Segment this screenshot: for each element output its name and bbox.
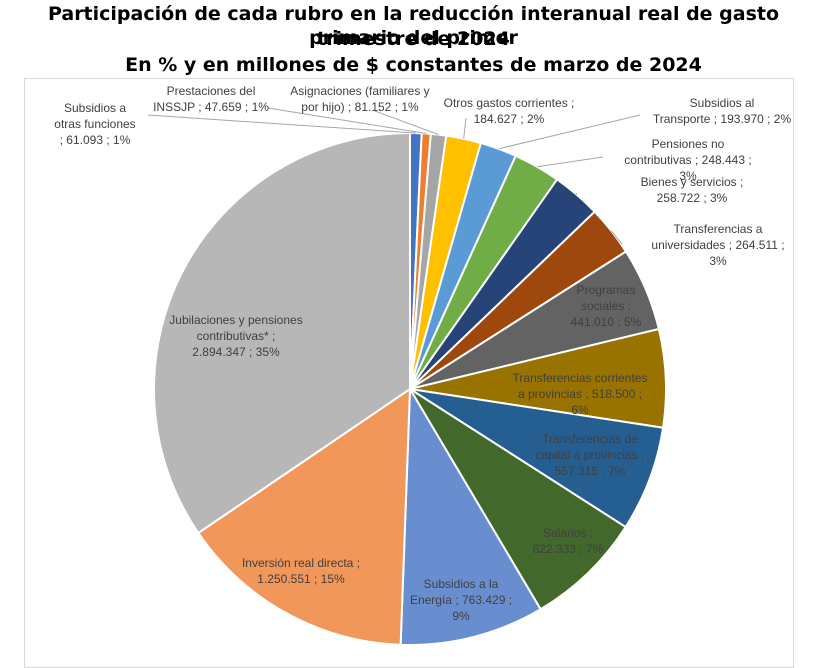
pie-slice	[409, 388, 665, 529]
data-label: Asignaciones (familiares y por hijo) ; 81…	[290, 84, 429, 114]
leader-line	[267, 107, 427, 134]
data-labels: Subsidios a otras funciones; 61.093 ; 1% P…	[54, 84, 791, 623]
pie-slice	[399, 385, 542, 646]
leader-line	[147, 114, 416, 134]
data-label: Transferencias a universidades ; 264.511 …	[651, 222, 784, 268]
leader-line	[498, 114, 641, 150]
data-label: Pensiones no contributivas ; 248.443 ; 3%	[624, 137, 751, 183]
pie-slices	[153, 131, 667, 646]
data-label: Programas sociales ; 441.010 ; 5%	[571, 283, 642, 329]
data-label: Salarios ; 622.333 ; 7%	[533, 526, 604, 556]
pie-slice	[409, 388, 627, 611]
pie-slice	[153, 131, 411, 535]
leader-lines	[147, 107, 641, 245]
data-label: Transferencias de capital a provincias ; 5…	[536, 432, 645, 478]
data-label: Subsidios a otras funciones; 61.093 ; 1%	[54, 101, 135, 147]
chart-title-line-2: trimestre de 2024	[317, 28, 510, 50]
leader-line	[575, 192, 578, 195]
leader-line	[374, 110, 439, 136]
data-label: Inversión real directa ; 1.250.551 ; 15%	[242, 556, 360, 586]
leader-line	[536, 156, 604, 168]
chart-title-line-1: Participación de cada rubro en la reducc…	[47, 3, 780, 49]
data-label: Otros gastos corrientes ; 184.627 ; 2%	[444, 96, 575, 126]
pie-slice	[196, 387, 412, 646]
leader-line	[610, 230, 623, 245]
chart-subtitle: En % y en millones de $ constantes de ma…	[125, 54, 702, 76]
leader-line	[463, 117, 467, 139]
data-label: Bienes y servicios ; 258.722 ; 3%	[641, 175, 744, 205]
data-label: Transferencias corrientes a provincias ; …	[513, 371, 648, 417]
data-label: Subsidios al Transporte ; 193.970 ; 2%	[653, 96, 792, 126]
data-label: Subsidios a la Energía ; 763.429 ; 9%	[410, 577, 512, 623]
data-label: Prestaciones del INSSJP ; 47.659 ; 1%	[153, 84, 269, 114]
data-label: Jubilaciones y pensiones contributivas* ;…	[169, 313, 302, 359]
